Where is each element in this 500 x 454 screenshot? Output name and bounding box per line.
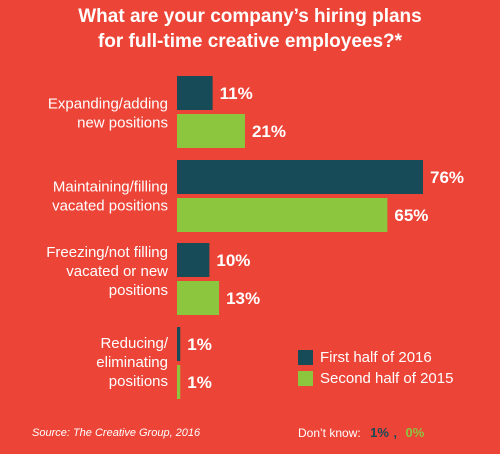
value-label: 10% — [216, 251, 250, 270]
category-label: Freezing/not filling — [46, 244, 168, 261]
dont-know-first-half-2016: 1% — [370, 425, 389, 440]
value-label: 1% — [187, 335, 212, 354]
category-label: Maintaining/filling — [53, 179, 168, 196]
legend-swatch — [298, 371, 313, 386]
bar — [177, 160, 423, 194]
chart-title-line: for full-time creative employees?* — [98, 31, 403, 52]
category-label: positions — [109, 282, 168, 299]
legend-label: First half of 2016 — [320, 349, 432, 366]
category-label: Expanding/adding — [48, 96, 168, 113]
legend: First half of 2016 Second half of 2015 — [298, 349, 453, 387]
category-label: eliminating — [96, 354, 168, 371]
dont-know-note: Don’t know: 1% , 0% — [298, 424, 425, 441]
footer: Source: The Creative Group, 2016 Don’t k… — [32, 424, 425, 441]
bars — [177, 76, 423, 399]
dont-know-separator: , — [393, 425, 397, 440]
bar — [177, 327, 181, 361]
value-labels: 11% 21% 76%65% 10% 13% 1% 1% — [187, 84, 464, 392]
value-label: 13% — [226, 289, 260, 308]
bar — [177, 76, 213, 110]
category-label: vacated positions — [52, 198, 168, 215]
chart-title-line: What are your company’s hiring plans — [78, 6, 421, 27]
value-label: 65% — [394, 206, 428, 225]
value-label: 21% — [252, 122, 286, 141]
value-label: 11% — [220, 84, 253, 103]
bar — [177, 243, 210, 277]
source-note: Source: The Creative Group, 2016 — [32, 427, 201, 439]
bar — [177, 365, 181, 399]
value-label: 76% — [430, 168, 464, 187]
bar — [177, 281, 220, 315]
chart-title: What are your company’s hiring plans for … — [78, 6, 421, 52]
category-label: new positions — [77, 115, 168, 132]
dont-know-second-half-2015: 0% — [405, 425, 424, 440]
legend-swatch — [298, 350, 313, 365]
category-label: vacated or new — [66, 263, 168, 280]
value-label: 1% — [187, 373, 212, 392]
category-label: positions — [109, 373, 168, 390]
legend-label: Second half of 2015 — [320, 370, 453, 387]
category-label: Reducing/ — [100, 335, 168, 352]
bar — [177, 198, 388, 232]
category-labels: Expanding/adding new positions Maintaining… — [46, 96, 169, 391]
dont-know-label: Don’t know: — [298, 426, 361, 440]
bar — [177, 114, 245, 148]
